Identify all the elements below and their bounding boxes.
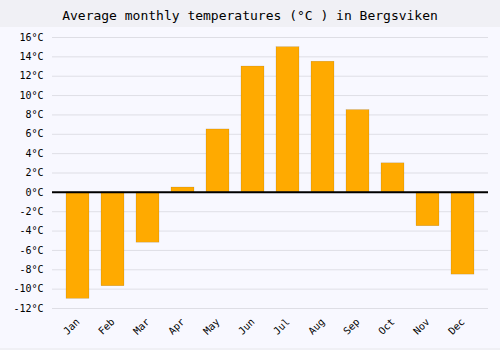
svg-text:-10°C: -10°C — [13, 283, 43, 294]
svg-text:6°C: 6°C — [25, 128, 43, 139]
svg-text:4°C: 4°C — [25, 148, 43, 159]
svg-text:0°C: 0°C — [25, 187, 43, 198]
svg-text:-12°C: -12°C — [13, 303, 43, 314]
svg-text:Oct: Oct — [376, 316, 397, 337]
svg-text:-2°C: -2°C — [19, 206, 43, 217]
html-text:Average monthly temperatures (: Average monthly temperatures (°C ) in Be… — [62, 8, 438, 23]
svg-text:Jun: Jun — [236, 316, 257, 337]
svg-text:May: May — [201, 316, 222, 337]
svg-text:10°C: 10°C — [19, 90, 43, 101]
svg-text:Jan: Jan — [61, 316, 82, 337]
svg-text:Dec: Dec — [446, 316, 467, 337]
svg-text:-4°C: -4°C — [19, 225, 43, 236]
svg-text:8°C: 8°C — [25, 109, 43, 120]
svg-text:-6°C: -6°C — [19, 245, 43, 256]
svg-text:14°C: 14°C — [19, 51, 43, 62]
svg-text:16°C: 16°C — [19, 32, 43, 43]
svg-text:2°C: 2°C — [25, 167, 43, 178]
svg-text:Nov: Nov — [411, 316, 432, 337]
svg-text:Aug: Aug — [306, 316, 327, 337]
svg-text:-8°C: -8°C — [19, 264, 43, 275]
svg-text:Sep: Sep — [341, 316, 362, 337]
svg-text:Feb: Feb — [96, 316, 117, 337]
svg-text:Mar: Mar — [131, 316, 152, 337]
svg-text:12°C: 12°C — [19, 70, 43, 81]
svg-text:Jul: Jul — [271, 316, 292, 337]
svg-text:Apr: Apr — [166, 316, 187, 337]
